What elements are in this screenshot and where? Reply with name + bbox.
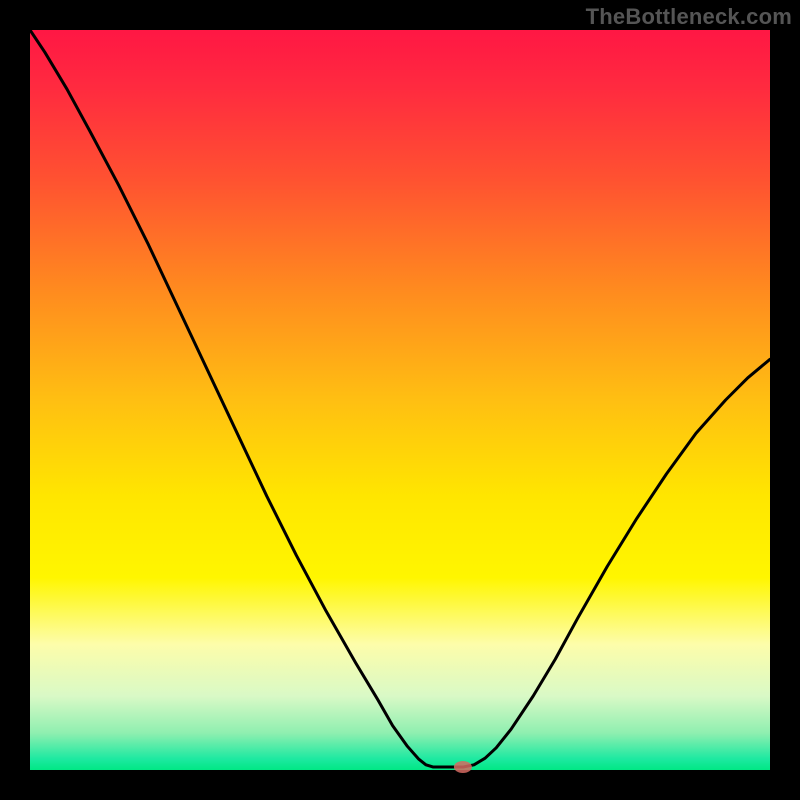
bottleneck-chart — [0, 0, 800, 800]
chart-background — [30, 30, 770, 770]
watermark-text: TheBottleneck.com — [586, 4, 792, 30]
current-position-marker — [454, 761, 472, 773]
chart-stage: TheBottleneck.com — [0, 0, 800, 800]
